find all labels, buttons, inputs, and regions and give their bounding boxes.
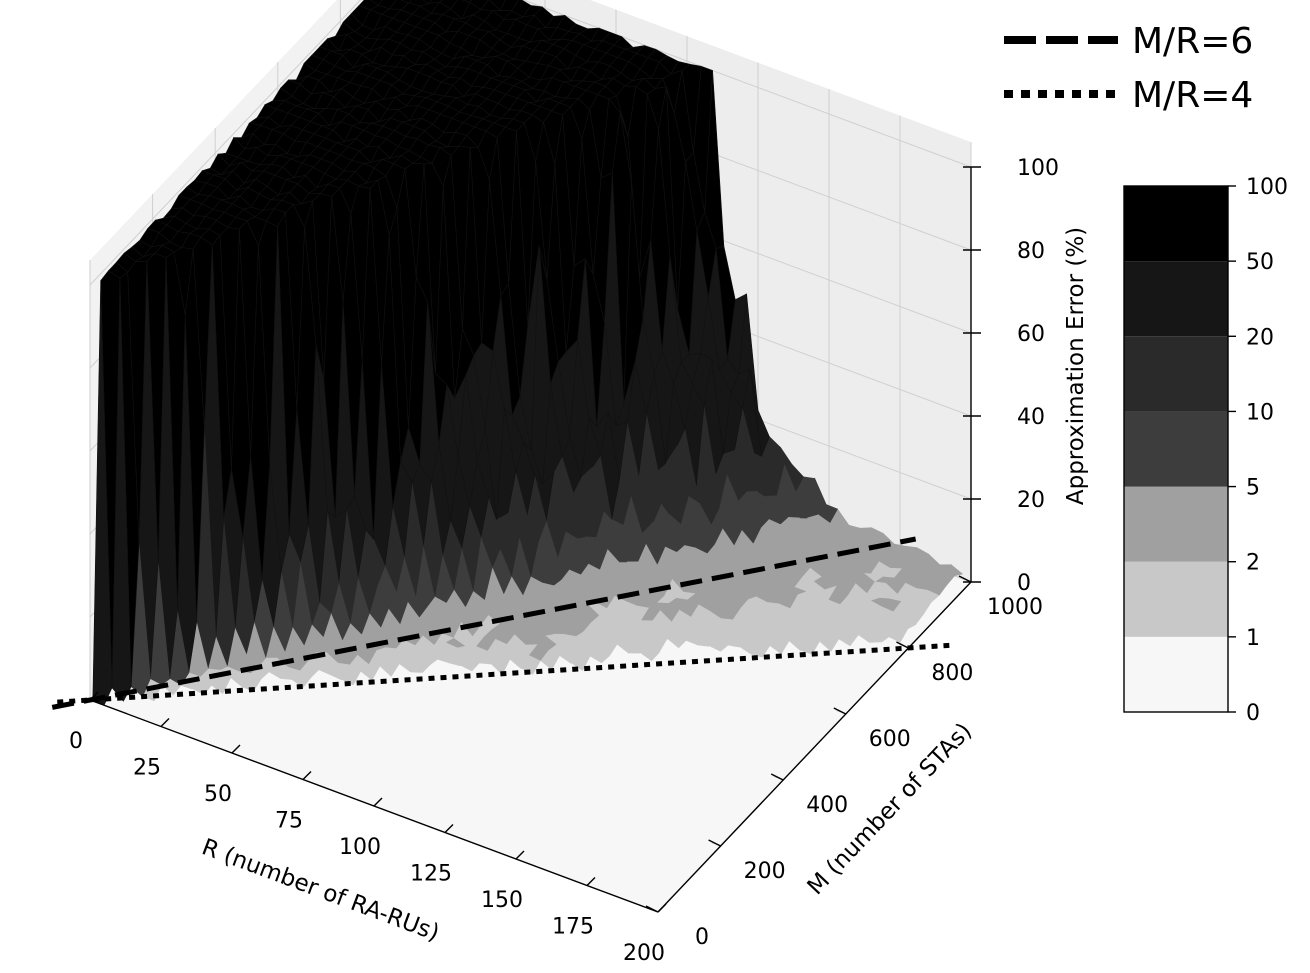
colorbar-segment: [1124, 336, 1228, 412]
ratio-line-0: [51, 536, 917, 710]
legend-label-1: M/R=4: [1132, 75, 1253, 116]
z-axis-tick-label: 60: [1017, 322, 1045, 347]
ratio-lines: [51, 536, 950, 710]
m-axis-tick: [770, 773, 784, 781]
colorbar-tick-label: 20: [1246, 325, 1274, 350]
r-axis-tick: [515, 850, 525, 860]
z-axis-tick-label: 100: [1017, 156, 1059, 181]
colorbar-segment: [1124, 486, 1228, 562]
r-axis-tick-label: 200: [623, 941, 665, 966]
r-axis-tick-label: 150: [481, 888, 523, 913]
z-axis-tick-label: 20: [1017, 488, 1045, 513]
m-axis-tick-label: 400: [806, 793, 848, 818]
m-axis-tick-label: 800: [931, 661, 973, 686]
m-axis-tick-label: 0: [695, 925, 709, 950]
r-axis-tick: [586, 877, 596, 886]
colorbar-tick-label: 100: [1246, 175, 1288, 200]
colorbar-segment: [1124, 261, 1228, 337]
z-axis-tick-label: 40: [1017, 405, 1045, 430]
colorbar-tick-label: 10: [1246, 400, 1274, 425]
floor-surface: [103, 611, 909, 910]
grid-line-z-back: [522, 0, 972, 168]
colorbar-frame: [1123, 185, 1229, 713]
m-axis-tick: [833, 707, 847, 715]
colorbar-tick-label: 1: [1246, 626, 1260, 651]
colorbar-segment: [1124, 186, 1228, 262]
r-axis-tick: [231, 744, 241, 754]
ratio-line-1: [57, 642, 950, 705]
m-axis-line: [657, 581, 972, 913]
r-axis-tick: [89, 691, 99, 701]
z-axis-label: Approximation Error (%): [1063, 227, 1089, 505]
r-axis-tick-label: 25: [133, 756, 161, 781]
m-axis-tick-label: 200: [744, 859, 786, 884]
r-axis-tick: [160, 718, 170, 727]
m-axis-tick: [896, 641, 909, 649]
grid-line-z-left: [89, 0, 362, 286]
r-axis-tick-label: 100: [339, 835, 381, 860]
surface-patch: [674, 622, 695, 641]
m-axis-tick-label: 600: [869, 727, 911, 752]
r-axis-tick-label: 75: [275, 809, 303, 834]
r-axis-tick-label: 175: [552, 915, 594, 940]
colorbar-tick-label: 5: [1246, 476, 1260, 501]
legend: M/R=6 M/R=4: [1004, 21, 1253, 116]
colorbar-segment: [1124, 561, 1228, 637]
z-axis-tick-label: 0: [1017, 571, 1031, 596]
r-axis-tick-label: 0: [69, 729, 83, 754]
colorbar-segment: [1124, 636, 1228, 712]
colorbar-tick-label: 0: [1246, 701, 1260, 726]
r-axis-label: R (number of RA-RUs): [198, 834, 442, 946]
colorbar-segment: [1124, 411, 1228, 487]
colorbar: 0 1 2 5 10 20 50 100: [1123, 175, 1288, 726]
m-axis-tick: [708, 839, 721, 847]
error-surface: [92, 0, 964, 706]
m-axis-tick: [958, 575, 972, 583]
r-axis-tick: [302, 771, 312, 780]
r-axis-tick: [444, 824, 454, 833]
colorbar-tick-label: 50: [1246, 250, 1274, 275]
r-axis-tick: [373, 797, 383, 807]
z-axis-tick-label: 80: [1017, 239, 1045, 264]
r-axis-tick-label: 50: [204, 782, 232, 807]
m-axis-tick: [645, 905, 659, 913]
colorbar-tick-label: 2: [1246, 551, 1260, 576]
legend-label-0: M/R=6: [1132, 21, 1253, 62]
r-axis-tick-label: 125: [410, 862, 452, 887]
m-axis-tick-label: 1000: [987, 595, 1043, 620]
